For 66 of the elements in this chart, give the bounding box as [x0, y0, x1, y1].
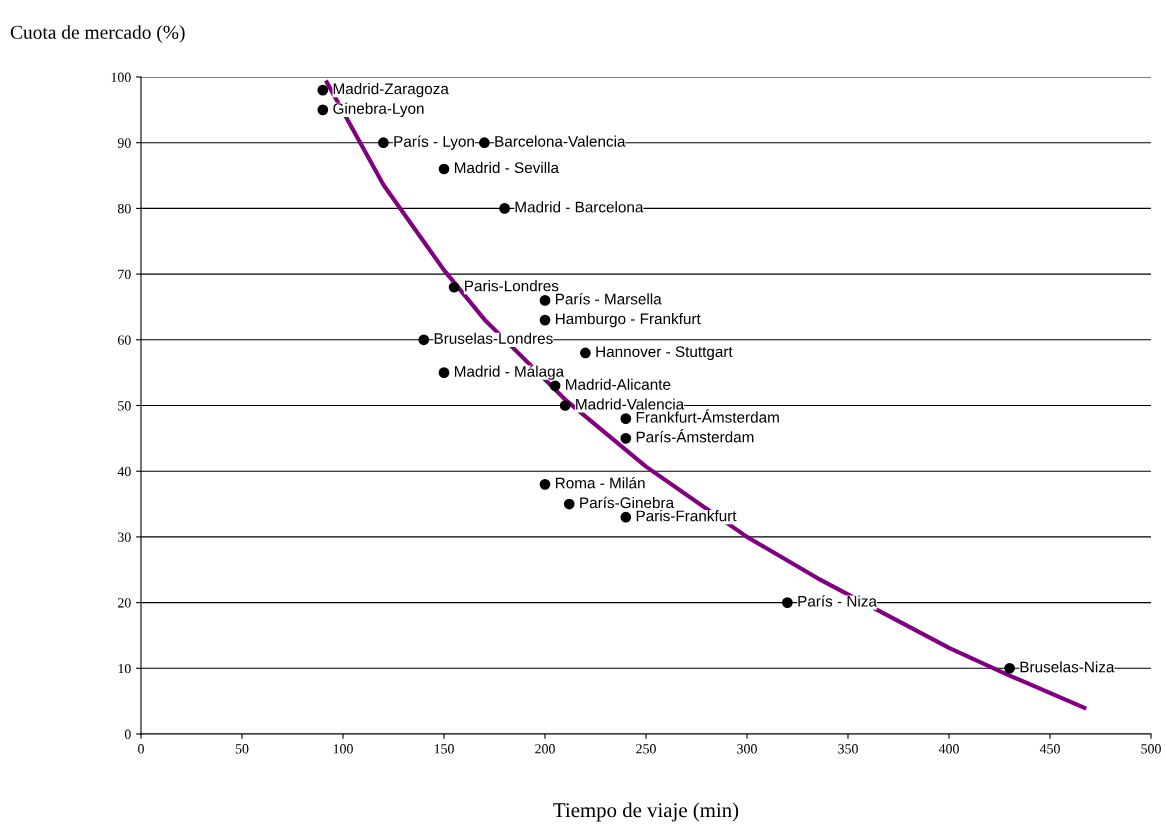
x-tick-label: 300	[737, 744, 757, 754]
annotation: Paris-Londres	[465, 280, 559, 292]
point	[549, 380, 561, 392]
annotation: Madrid-Valencia	[576, 398, 685, 410]
point	[539, 295, 551, 306]
y-tick-label: 90	[117, 138, 131, 148]
y-tick-label: 70	[118, 269, 131, 280]
annotation: Bruselas-Niza	[1020, 661, 1115, 673]
annotation: Frankfurt-Ámsterdam	[636, 409, 779, 423]
x-tick-label: 0	[138, 744, 144, 754]
point	[378, 137, 389, 149]
point	[438, 163, 450, 175]
y-tick-label: 0	[124, 729, 131, 739]
x-tick-label: 50	[235, 744, 249, 754]
x-tick-label: 150	[434, 744, 454, 754]
y-tick-label: 80	[117, 203, 131, 214]
point	[438, 367, 450, 379]
annotation: Paris-Frankfurt	[636, 510, 737, 522]
x-tick-label: 350	[838, 744, 858, 754]
annotation: Hannover - Stuttgart	[596, 346, 733, 361]
point	[499, 203, 510, 214]
annotation: París-Ámsterdam	[636, 429, 754, 443]
point	[1004, 662, 1015, 674]
point	[620, 511, 632, 523]
point	[559, 400, 571, 411]
point	[418, 334, 430, 346]
point	[782, 597, 793, 608]
annotation: Bruselas-Londres	[434, 332, 553, 344]
x-tick-label: 450	[1039, 744, 1060, 754]
point	[539, 478, 551, 490]
annotation: Roma - Milán	[555, 477, 645, 489]
annotation: Ginebra-Lyon	[333, 102, 424, 117]
annotation: París - Lyon	[394, 135, 474, 150]
annotation: Madrid-Zaragoza	[333, 83, 449, 98]
point	[580, 347, 591, 359]
y-tick-label: 40	[117, 466, 131, 477]
x-tick-label: 200	[535, 744, 555, 754]
annotation: Madrid - Málaga	[454, 365, 565, 380]
x-tick-label: 400	[938, 744, 959, 754]
point	[317, 84, 329, 96]
y-tick-label: 20	[118, 598, 131, 608]
point	[479, 137, 490, 149]
x-tick-label: 100	[333, 744, 353, 754]
x-axis-title: Tiempo de viaje (min)	[553, 802, 739, 822]
annotation: París-Ginebra	[580, 496, 675, 509]
annotation: París - Marsella	[555, 293, 662, 305]
point	[620, 413, 632, 424]
y-axis-title: Cuota de mercado (%)	[10, 25, 185, 43]
annotation: Madrid - Sevilla	[454, 161, 559, 174]
annotation: Hamburgo - Frankfurt	[555, 312, 701, 328]
annotation: París - Niza	[798, 595, 877, 607]
y-tick-label: 30	[118, 532, 131, 542]
point	[620, 432, 632, 444]
point	[539, 314, 551, 326]
x-tick-label: 250	[636, 744, 656, 754]
y-tick-label: 60	[117, 335, 131, 345]
y-tick-label: 100	[111, 72, 131, 82]
annotation: Madrid - Barcelona	[515, 201, 644, 213]
annotation: Barcelona-Valencia	[495, 135, 626, 147]
point	[563, 498, 575, 510]
y-tick-label: 10	[118, 663, 131, 674]
y-tick-label: 50	[118, 401, 131, 411]
point	[448, 281, 460, 293]
x-tick-label: 500	[1141, 744, 1161, 754]
annotation: Madrid-Alicante	[566, 378, 671, 390]
point	[317, 104, 329, 116]
